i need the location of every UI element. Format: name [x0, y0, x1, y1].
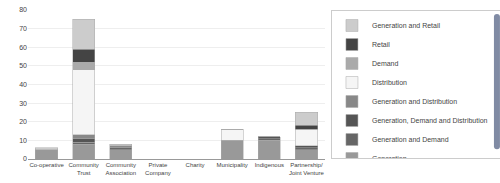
svg-text:Retail: Retail: [372, 41, 390, 48]
svg-text:Generation and Retail: Generation and Retail: [372, 22, 441, 29]
svg-text:50: 50: [19, 62, 27, 69]
svg-text:PrivateCompany: PrivateCompany: [145, 162, 171, 176]
svg-text:40: 40: [19, 81, 27, 88]
svg-text:CommunityTrust: CommunityTrust: [69, 162, 99, 176]
svg-text:Charity: Charity: [186, 162, 205, 168]
svg-text:CommunityAssociation: CommunityAssociation: [105, 162, 136, 176]
svg-text:70: 70: [19, 25, 27, 32]
svg-text:Co-operative: Co-operative: [29, 162, 64, 168]
svg-text:Generation and Demand: Generation and Demand: [372, 136, 449, 143]
svg-text:Demand: Demand: [372, 60, 399, 67]
svg-text:Partnership/Joint Venture: Partnership/Joint Venture: [289, 162, 325, 176]
svg-text:80: 80: [19, 6, 27, 13]
svg-text:Municipality: Municipality: [217, 162, 248, 168]
svg-text:30: 30: [19, 100, 27, 107]
svg-text:Generation: Generation: [372, 155, 407, 158]
svg-text:Generation, Demand and Distrib: Generation, Demand and Distribution: [372, 117, 488, 124]
svg-text:Generation and Distribution: Generation and Distribution: [372, 98, 457, 105]
svg-text:Indigenous: Indigenous: [255, 162, 284, 168]
svg-text:Distribution: Distribution: [372, 79, 407, 86]
svg-text:20: 20: [19, 118, 27, 125]
svg-text:0: 0: [23, 155, 27, 162]
svg-text:60: 60: [19, 44, 27, 51]
svg-text:10: 10: [19, 137, 27, 144]
